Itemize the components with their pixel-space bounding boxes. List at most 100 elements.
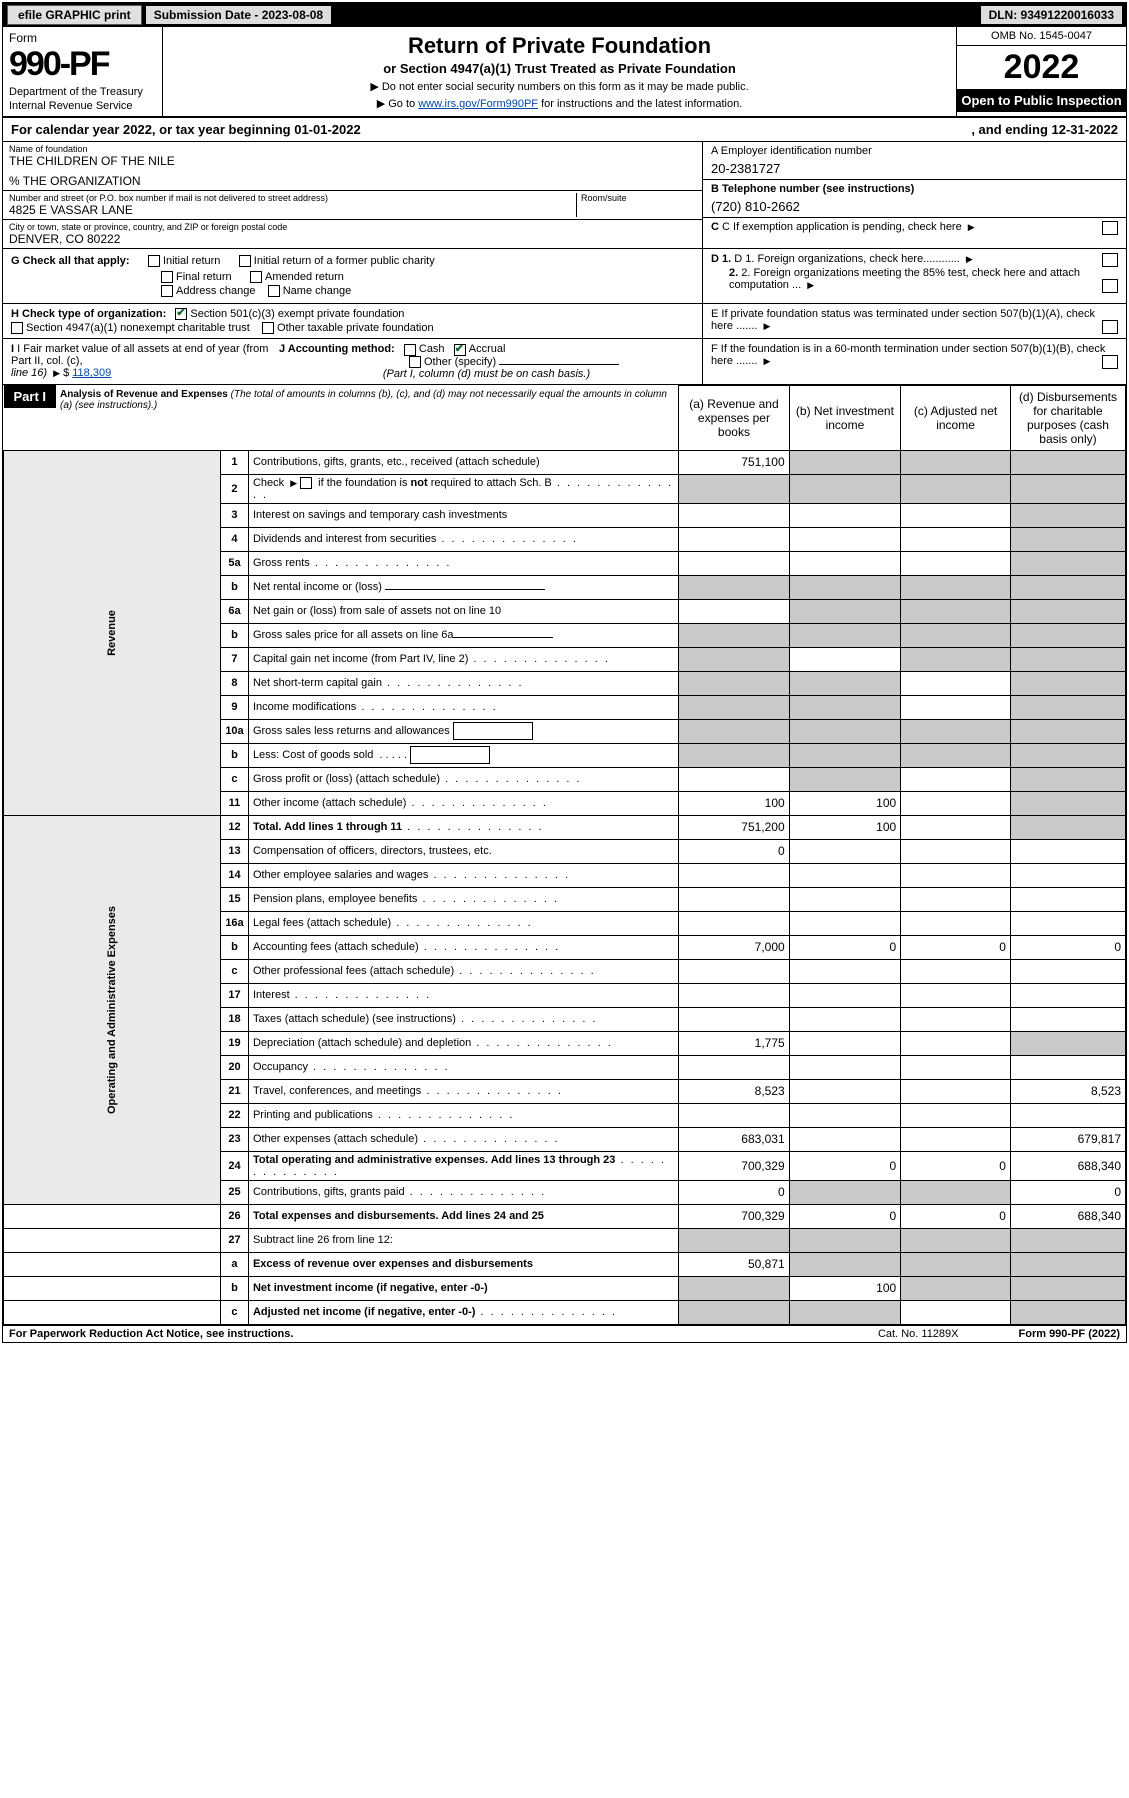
h-label: H Check type of organization: Section 50… (11, 308, 694, 320)
submission-date: Submission Date - 2023-08-08 (146, 6, 331, 24)
col-d-header: (d) Disbursements for charitable purpose… (1010, 385, 1125, 450)
row-21-col-d: 8,523 (1010, 1079, 1125, 1103)
j-note: (Part I, column (d) must be on cash basi… (383, 368, 590, 380)
row-2-desc: Check if the foundation is not required … (248, 474, 678, 503)
form-subtitle: or Section 4947(a)(1) Trust Treated as P… (171, 61, 948, 76)
row-16c-desc: Other professional fees (attach schedule… (248, 959, 678, 983)
f-checkbox[interactable] (1102, 355, 1118, 369)
row-16b-col-a: 7,000 (679, 935, 789, 959)
row-19-desc: Depreciation (attach schedule) and deple… (248, 1031, 678, 1055)
row-21-desc: Travel, conferences, and meetings (248, 1079, 678, 1103)
dln-label: DLN: 93491220016033 (981, 6, 1122, 24)
row-22-desc: Printing and publications (248, 1103, 678, 1127)
row-7-desc: Capital gain net income (from Part IV, l… (248, 647, 678, 671)
ein-label: A Employer identification number (711, 145, 1118, 157)
row-26-col-d: 688,340 (1010, 1204, 1125, 1228)
d2-checkbox[interactable] (1102, 279, 1118, 293)
g-final-return-checkbox[interactable] (161, 271, 173, 283)
cat-number: Cat. No. 11289X (878, 1328, 959, 1340)
d1-checkbox[interactable] (1102, 253, 1118, 267)
expenses-side-label: Operating and Administrative Expenses (106, 906, 118, 1114)
row-5b-desc: Net rental income or (loss) (248, 575, 678, 599)
city-state-zip: DENVER, CO 80222 (9, 232, 696, 246)
row-16b-desc: Accounting fees (attach schedule) (248, 935, 678, 959)
part1-label: Part I (4, 385, 57, 408)
d2-foreign-85: 2. 2. Foreign organizations meeting the … (711, 267, 1118, 291)
h-4947-checkbox[interactable] (11, 322, 23, 334)
row-18-desc: Taxes (attach schedule) (see instruction… (248, 1007, 678, 1031)
row-19-col-a: 1,775 (679, 1031, 789, 1055)
f-60month: F If the foundation is in a 60-month ter… (711, 343, 1118, 367)
g-address-change-checkbox[interactable] (161, 285, 173, 297)
row-10a-desc: Gross sales less returns and allowances (248, 719, 678, 743)
row-26-desc: Total expenses and disbursements. Add li… (248, 1204, 678, 1228)
row-5a-desc: Gross rents (248, 551, 678, 575)
row-26-col-c: 0 (901, 1204, 1011, 1228)
row-4-desc: Dividends and interest from securities (248, 527, 678, 551)
row-13-desc: Compensation of officers, directors, tru… (248, 839, 678, 863)
form-title: Return of Private Foundation (171, 33, 948, 59)
g-initial-former-checkbox[interactable] (239, 255, 251, 267)
row-24-col-d: 688,340 (1010, 1151, 1125, 1180)
row-1-desc: Contributions, gifts, grants, etc., rece… (248, 450, 678, 474)
row-26-col-a: 700,329 (679, 1204, 789, 1228)
row-27a-col-a: 50,871 (679, 1252, 789, 1276)
irs-link[interactable]: www.irs.gov/Form990PF (418, 98, 538, 110)
row-16b-col-b: 0 (789, 935, 901, 959)
row-3-desc: Interest on savings and temporary cash i… (248, 503, 678, 527)
room-label: Room/suite (581, 193, 696, 203)
row-11-col-b: 100 (789, 791, 901, 815)
phone-label: B Telephone number (see instructions) (711, 183, 1118, 195)
j-cash-checkbox[interactable] (404, 344, 416, 356)
paperwork-notice: For Paperwork Reduction Act Notice, see … (9, 1328, 293, 1340)
row-21-col-a: 8,523 (679, 1079, 789, 1103)
j-other-checkbox[interactable] (409, 356, 421, 368)
row-11-col-a: 100 (679, 791, 789, 815)
col-b-header: (b) Net investment income (789, 385, 901, 450)
h-other-taxable-checkbox[interactable] (262, 322, 274, 334)
row-25-desc: Contributions, gifts, grants paid (248, 1180, 678, 1204)
g-amended-checkbox[interactable] (250, 271, 262, 283)
row-25-col-d: 0 (1010, 1180, 1125, 1204)
row-2-checkbox[interactable] (300, 477, 312, 489)
calendar-year-begin: For calendar year 2022, or tax year begi… (11, 122, 971, 137)
row-6b-desc: Gross sales price for all assets on line… (248, 623, 678, 647)
row-15-desc: Pension plans, employee benefits (248, 887, 678, 911)
c-checkbox[interactable] (1102, 221, 1118, 235)
row-24-desc: Total operating and administrative expen… (248, 1151, 678, 1180)
row-27a-desc: Excess of revenue over expenses and disb… (248, 1252, 678, 1276)
row-6a-desc: Net gain or (loss) from sale of assets n… (248, 599, 678, 623)
row-10b-desc: Less: Cost of goods sold . . . . . (248, 743, 678, 767)
j-accrual-checkbox[interactable] (454, 344, 466, 356)
row-24-col-b: 0 (789, 1151, 901, 1180)
g-initial-return-checkbox[interactable] (148, 255, 160, 267)
h-501c3-checkbox[interactable] (175, 308, 187, 320)
care-of: % THE ORGANIZATION (9, 174, 696, 188)
ein-value: 20-2381727 (711, 161, 1118, 176)
row-16b-col-d: 0 (1010, 935, 1125, 959)
efile-print-button[interactable]: efile GRAPHIC print (7, 5, 142, 25)
omb-number: OMB No. 1545-0047 (957, 27, 1126, 46)
e-checkbox[interactable] (1102, 320, 1118, 334)
row-24-col-a: 700,329 (679, 1151, 789, 1180)
row-14-desc: Other employee salaries and wages (248, 863, 678, 887)
col-c-header: (c) Adjusted net income (901, 385, 1011, 450)
row-27b-col-b: 100 (789, 1276, 901, 1300)
form-footer-label: Form 990-PF (2022) (1019, 1328, 1121, 1340)
row-23-col-d: 679,817 (1010, 1127, 1125, 1151)
i-fmv-label: I I Fair market value of all assets at e… (11, 343, 271, 379)
row-17-desc: Interest (248, 983, 678, 1007)
i-fmv-value[interactable]: 118,309 (72, 367, 111, 379)
instruction-line-1: ▶ Do not enter social security numbers o… (171, 80, 948, 93)
street-address: 4825 E VASSAR LANE (9, 203, 576, 217)
foundation-name: THE CHILDREN OF THE NILE (9, 154, 696, 168)
g-name-change-checkbox[interactable] (268, 285, 280, 297)
row-25-col-a: 0 (679, 1180, 789, 1204)
g-label: G Check all that apply: Initial return I… (11, 255, 694, 267)
row-13-col-a: 0 (679, 839, 789, 863)
row-26-col-b: 0 (789, 1204, 901, 1228)
row-8-desc: Net short-term capital gain (248, 671, 678, 695)
tax-year: 2022 (957, 46, 1126, 89)
revenue-side-label: Revenue (106, 529, 118, 737)
open-public-inspection: Open to Public Inspection (957, 89, 1126, 112)
